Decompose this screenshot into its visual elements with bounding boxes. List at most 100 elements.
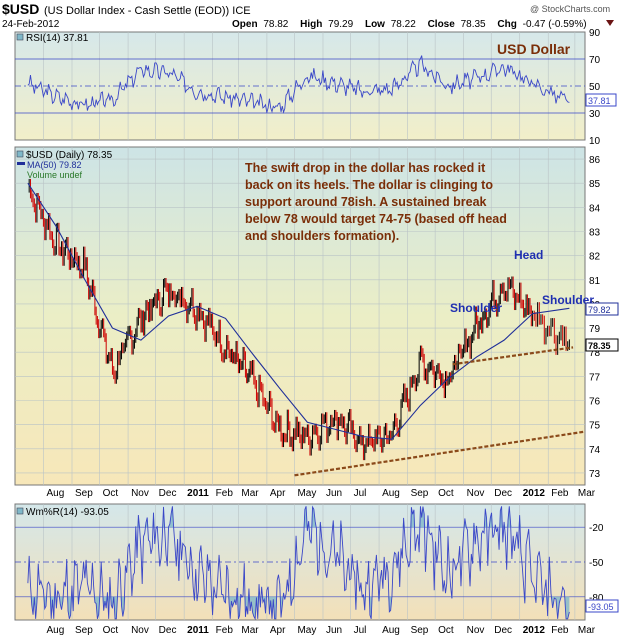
x-tick-label: 2011: [187, 488, 209, 499]
x-tick-label: Sep: [411, 488, 429, 499]
close-value: 78.35: [461, 19, 486, 30]
price-tick-label: 75: [589, 421, 601, 432]
annotation-line: below 78 would target 74-75 (based off h…: [245, 212, 507, 226]
price-legend: $USD (Daily) 78.35: [26, 150, 113, 161]
x-tick-label: Dec: [494, 625, 512, 636]
x-tick-label: Jul: [354, 625, 367, 636]
chart-date: 24-Feb-2012: [2, 19, 60, 30]
x-tick-label: Apr: [270, 488, 286, 499]
willr-last-value: -93.05: [588, 602, 614, 612]
x-tick-label: Feb: [551, 625, 569, 636]
low-value: 78.22: [391, 19, 416, 30]
head-label: Head: [514, 248, 543, 262]
annotation-line: support around 78ish. A sustained break: [245, 195, 487, 209]
rsi-tick-label: 10: [589, 136, 601, 147]
x-tick-label: Sep: [75, 488, 93, 499]
rsi-tick-label: 90: [589, 28, 601, 39]
x-tick-label: Dec: [494, 488, 512, 499]
x-tick-label: Jun: [326, 625, 342, 636]
willr-line: [27, 505, 570, 621]
right-shoulder-label: Shoulder: [542, 293, 594, 307]
price-tick-label: 83: [589, 228, 601, 239]
high-value: 79.29: [328, 19, 353, 30]
ma-last-value: 79.82: [588, 305, 611, 315]
high-label: High: [300, 19, 322, 30]
rsi-tick-label: 30: [589, 109, 601, 120]
x-tick-label: Dec: [159, 488, 177, 499]
x-tick-label: Nov: [467, 488, 485, 499]
annotation-line: and shoulders formation).: [245, 229, 399, 243]
x-tick-label: Oct: [438, 625, 454, 636]
chg-value: -0.47 (-0.59%): [523, 19, 587, 30]
x-tick-label: Sep: [75, 625, 93, 636]
left-shoulder-label: Shoulder: [450, 301, 502, 315]
low-label: Low: [365, 19, 385, 30]
price-tick-label: 74: [589, 445, 601, 456]
rsi-tick-label: 70: [589, 55, 601, 66]
willr-tick-label: -50: [589, 558, 604, 569]
price-tick-label: 81: [589, 276, 601, 287]
x-tick-label: Feb: [216, 625, 234, 636]
ma-legend: MA(50) 79.82: [27, 160, 82, 170]
price-tick-label: 85: [589, 179, 601, 190]
price-tick-label: 79: [589, 324, 601, 335]
x-tick-label: Nov: [131, 488, 149, 499]
x-tick-label: 2011: [187, 625, 209, 636]
x-tick-label: Jul: [354, 488, 367, 499]
chart-symbol: $USD: [2, 1, 39, 17]
x-tick-label: May: [297, 625, 316, 636]
willr-tick-label: -20: [589, 523, 604, 534]
chart-credit: @ StockCharts.com: [530, 4, 610, 14]
open-value: 78.82: [263, 19, 288, 30]
price-last-value: 78.35: [588, 341, 611, 351]
x-tick-label: 2012: [523, 625, 546, 636]
indicator-lines: [27, 55, 584, 621]
price-tick-label: 73: [589, 469, 601, 480]
willr-label: Wm%R(14) -93.05: [26, 507, 109, 518]
rsi-label: RSI(14) 37.81: [26, 33, 89, 44]
x-tick-label: Mar: [241, 488, 259, 499]
price-bars: [28, 178, 570, 461]
rsi-tick-label: 50: [589, 82, 601, 93]
price-tick-label: 76: [589, 397, 601, 408]
x-tick-label: Aug: [47, 625, 65, 636]
x-tick-label: May: [297, 488, 316, 499]
price-tick-label: 82: [589, 252, 601, 263]
annotation-line: back on its heels. The dollar is clingin…: [245, 178, 493, 192]
open-label: Open: [232, 19, 258, 30]
axis-ticks: Aug Aug Sep Sep Oct Oct Nov Nov Dec Dec 2011 2011 Fe…: [47, 28, 604, 636]
x-tick-label: Aug: [382, 488, 400, 499]
volume-legend: Volume undef: [27, 170, 83, 180]
x-tick-label: Oct: [103, 488, 119, 499]
price-tick-label: 77: [589, 372, 601, 383]
x-tick-label: Feb: [216, 488, 234, 499]
support-trendline: [452, 346, 574, 366]
price-tick-label: 86: [589, 155, 601, 166]
x-tick-label: Mar: [241, 625, 259, 636]
chg-label: Chg: [497, 19, 516, 30]
price-tick-label: 84: [589, 203, 601, 214]
x-tick-label: Aug: [47, 488, 65, 499]
annotation-text: The swift drop in the dollar has rocked …: [245, 161, 507, 243]
x-tick-label: Oct: [438, 488, 454, 499]
x-tick-label: Jun: [326, 488, 342, 499]
grid-lines: [15, 32, 585, 620]
x-tick-label: Sep: [411, 625, 429, 636]
x-tick-label: Apr: [270, 625, 286, 636]
ohlc-readout: Open 78.82 High 79.29 Low 78.22 Close 78…: [232, 19, 587, 30]
x-tick-label: Dec: [159, 625, 177, 636]
x-tick-label: Nov: [467, 625, 485, 636]
x-tick-label: Mar: [578, 488, 596, 499]
x-tick-label: Feb: [551, 488, 569, 499]
rsi-line: [27, 55, 570, 114]
price-tick-label: 78: [589, 348, 601, 359]
support-trendline: [294, 430, 584, 477]
x-tick-label: Oct: [103, 625, 119, 636]
chg-down-icon: [606, 20, 614, 26]
rsi-last-value: 37.81: [588, 96, 611, 106]
rsi-watermark: USD Dollar: [497, 41, 571, 57]
x-tick-label: Nov: [131, 625, 149, 636]
chart-name: (US Dollar Index - Cash Settle (EOD)) IC…: [44, 5, 251, 17]
annotation-line: The swift drop in the dollar has rocked …: [245, 161, 486, 175]
